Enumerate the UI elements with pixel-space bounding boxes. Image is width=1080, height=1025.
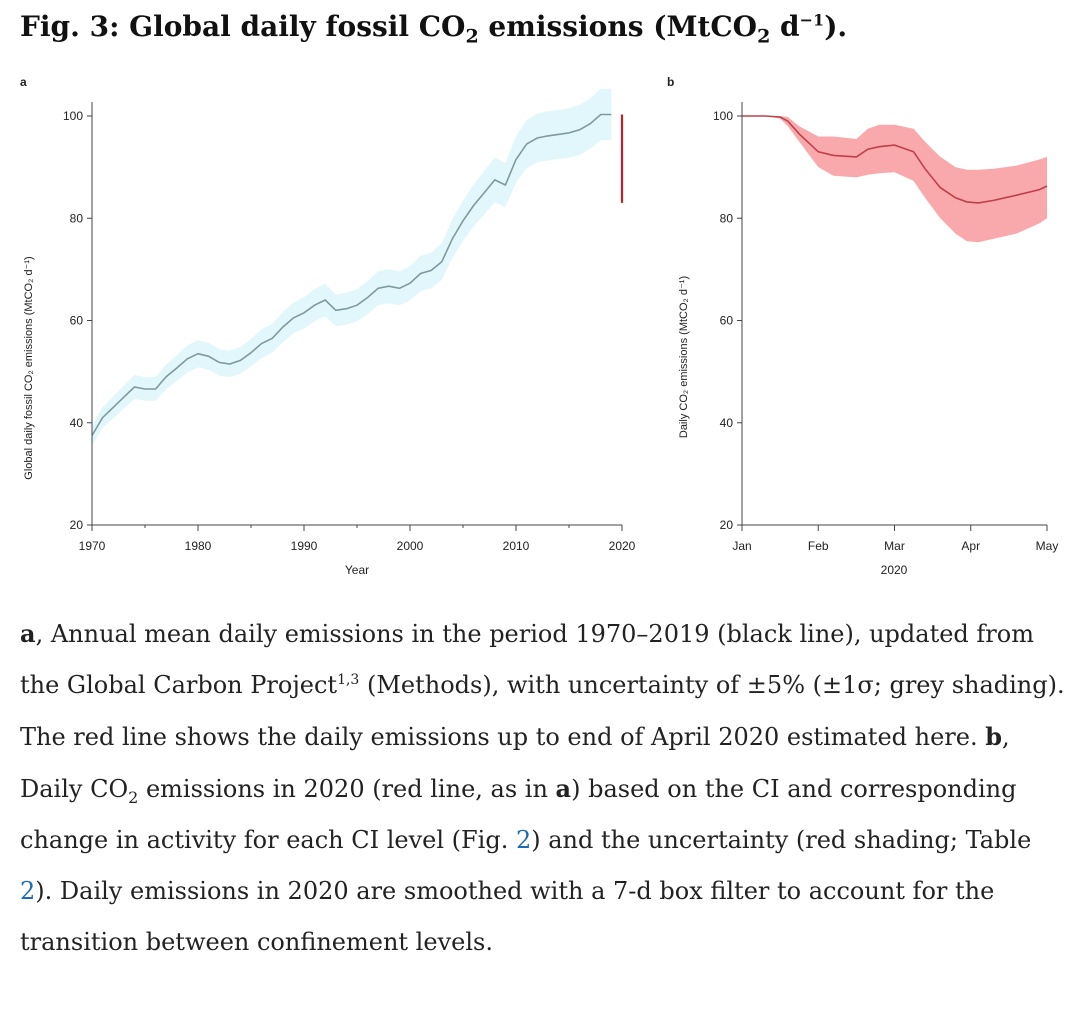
chart-a-y-tick-label: 80 (70, 211, 84, 225)
figure-title: Fig. 3: Global daily fossil CO2 emission… (20, 10, 847, 48)
chart-b-xlabel: 2020 (881, 563, 908, 577)
caption-citation[interactable]: 1,3 (337, 672, 360, 688)
chart-b-x-tick-label: Apr (961, 539, 980, 553)
chart-b-x-tick-label: Jan (732, 539, 751, 553)
chart-a-band (92, 88, 612, 446)
caption-text: emissions in 2020 (red line, as in (138, 775, 556, 803)
chart-a-ylabel: Global daily fossil CO₂ emissions (MtCO₂… (23, 256, 35, 479)
chart-a-x-tick-label: 1970 (79, 539, 106, 553)
chart-b-lines (742, 115, 1048, 204)
chart-b-x-tick-label: May (1036, 539, 1059, 553)
chart-b-y-tick-label: 80 (720, 211, 734, 225)
title-sup: −1 (799, 10, 825, 30)
chart-a-y-tick-label: 60 (70, 314, 84, 328)
caption-text: (Methods), with uncertainty of ±5% (±1σ;… (20, 671, 1065, 751)
chart-a-axes: 20 40 60 80 100 1970 1980 1990 2000 2010 2020 (63, 102, 636, 553)
panel-a-label: a (20, 75, 27, 89)
caption-text: ) and the uncertainty (red shading; Tabl… (531, 826, 1032, 854)
chart-b-band (742, 116, 1047, 243)
chart-a-uncertainty-band (92, 88, 612, 446)
panel-b-label: b (667, 75, 674, 89)
chart-b-y-tick-label: 40 (720, 416, 734, 430)
fig-2-link[interactable]: 2 (515, 826, 532, 854)
panel-a: a 20 40 60 80 100 1970 1980 1990 2000 2010 2020 Ye… (20, 75, 636, 577)
figure-caption: a, Annual mean daily emissions in the pe… (20, 608, 1065, 968)
caption-text: , Daily CO (20, 723, 1010, 803)
caption-ref-b: b (985, 722, 1003, 751)
chart-b-x-tick-label: Feb (808, 539, 829, 553)
title-sub: 2 (465, 25, 479, 48)
caption-text: ) based on the CI and corresponding chan… (20, 775, 1017, 854)
chart-a-y-tick-label: 100 (63, 109, 83, 123)
panel-b: b 20 40 60 80 100 Jan Feb Mar Apr May 2020 Daily … (667, 75, 1058, 577)
chart-b-x-tick-label: Mar (884, 539, 905, 553)
chart-a-x-tick-label: 1980 (185, 539, 212, 553)
table-2-link[interactable]: 2 (20, 877, 36, 905)
chart-a-y-tick-label: 40 (70, 416, 84, 430)
chart-b-uncertainty-band (742, 116, 1047, 243)
chart-a-x-tick-label: 2010 (503, 539, 530, 553)
chart-a-xlabel: Year (345, 563, 369, 577)
chart-b-ylabel: Daily CO₂ emissions (MtCO₂ d⁻¹) (678, 276, 690, 438)
chart-b-axes: 20 40 60 80 100 Jan Feb Mar Apr May (713, 102, 1058, 553)
title-unit: d (770, 10, 800, 43)
chart-a-lines (91, 113, 624, 436)
caption-ref-a: a (20, 619, 36, 648)
chart-a-y-tick-label: 20 (70, 518, 84, 532)
chart-b-y-tick-label: 20 (720, 518, 734, 532)
caption-subscript: 2 (128, 787, 139, 807)
caption-ref-a: a (555, 774, 572, 803)
caption-text: ). Daily emissions in 2020 are smoothed … (20, 877, 995, 956)
title-sub2: 2 (757, 25, 771, 48)
chart-a-series-line-1 (91, 113, 612, 436)
chart-b-y-tick-label: 60 (720, 314, 734, 328)
caption-text: , Annual mean daily emissions in the per… (20, 620, 1034, 699)
chart-a-x-tick-label: 2000 (397, 539, 424, 553)
title-prefix: Fig. 3: Global daily fossil CO (20, 10, 466, 43)
charts-figure: a 20 40 60 80 100 1970 1980 1990 2000 2010 2020 Ye… (20, 75, 1058, 577)
chart-b-series-line-1 (742, 115, 1048, 204)
chart-a-x-tick-label: 1990 (291, 539, 318, 553)
chart-a-x-tick-label: 2020 (609, 539, 636, 553)
chart-b-y-tick-label: 100 (713, 109, 733, 123)
title-end: ). (824, 10, 848, 43)
title-mid: emissions (MtCO (478, 10, 758, 43)
